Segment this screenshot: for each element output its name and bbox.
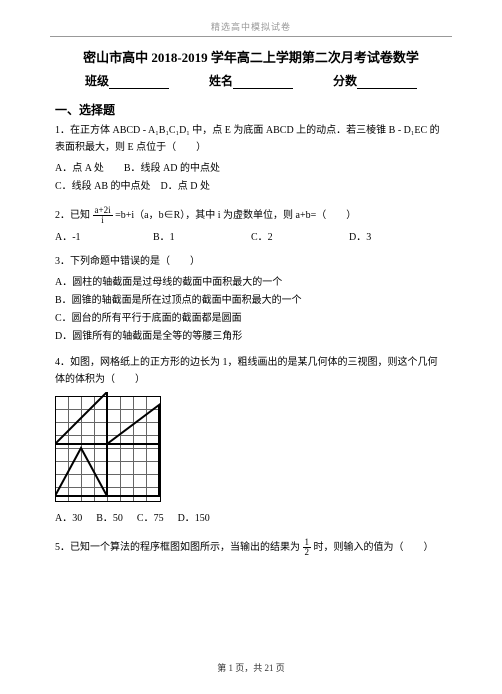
name-blank — [233, 77, 293, 89]
class-blank — [109, 77, 169, 89]
q4-opt-b: B．50 — [96, 510, 123, 528]
q2-opt-b: B．1 — [153, 229, 251, 247]
header-divider — [50, 36, 452, 37]
q2-opt-a: A．-1 — [55, 229, 153, 247]
q3-opt-d: D．圆锥所有的轴截面是全等的等腰三角形 — [55, 328, 447, 346]
page-footer: 第 1 页，共 21 页 — [0, 661, 502, 674]
q1-options: A．点 A 处 B．线段 AD 的中点处 C．线段 AB 的中点处 D．点 D … — [55, 160, 447, 196]
q3-opt-c: C．圆台的所有平行于底面的截面都是圆面 — [55, 310, 447, 328]
q4-opt-d: D．150 — [178, 510, 210, 528]
exam-title: 密山市高中 2018-2019 学年高二上学期第二次月考试卷数学 — [55, 47, 447, 66]
q2-fraction: a+2i i — [93, 206, 113, 225]
q1-opt-cd: C．线段 AB 的中点处 D．点 D 处 — [55, 178, 447, 196]
score-label: 分数 — [333, 72, 417, 89]
score-blank — [357, 77, 417, 89]
watermark: 精选高中模拟试卷 — [0, 0, 502, 33]
q1-opt-ab: A．点 A 处 B．线段 AD 的中点处 — [55, 160, 447, 178]
q4-options: A．30 B．50 C．75 D．150 — [55, 510, 447, 528]
q2-opt-d: D．3 — [349, 229, 447, 247]
q3-opt-b: B．圆锥的轴截面是所在过顶点的截面中面积最大的一个 — [55, 292, 447, 310]
q5-fraction: 1 2 — [303, 538, 312, 557]
grid — [55, 396, 161, 502]
q2-opt-c: C．2 — [251, 229, 349, 247]
q4-figure — [55, 392, 447, 506]
question-5: 5．已知一个算法的程序框图如图所示，当输出的结果为 1 2 时，则输入的值为（ … — [55, 538, 447, 557]
q3-options: A．圆柱的轴截面是过母线的截面中面积最大的一个 B．圆锥的轴截面是所在过顶点的截… — [55, 274, 447, 346]
q2-options: A．-1 B．1 C．2 D．3 — [55, 229, 447, 247]
name-label: 姓名 — [209, 72, 293, 89]
question-2: 2．已知 a+2i i =b+i（a，b∈R），其中 i 为虚数单位，则 a+b… — [55, 206, 447, 225]
question-3: 3．下列命题中错误的是（ ） — [55, 253, 447, 270]
section-heading: 一、选择题 — [55, 101, 447, 118]
q4-opt-a: A．30 — [55, 510, 82, 528]
subheader: 班级 姓名 分数 — [55, 72, 447, 89]
question-1: 1．在正方体 ABCD - A₁B₁C₁D₁ 中，点 E 为底面 ABCD 上的… — [55, 122, 447, 156]
question-4: 4．如图，网格纸上的正方形的边长为 1，粗线画出的是某几何体的三视图，则这个几何… — [55, 354, 447, 388]
class-label: 班级 — [85, 72, 169, 89]
q3-opt-a: A．圆柱的轴截面是过母线的截面中面积最大的一个 — [55, 274, 447, 292]
q4-opt-c: C．75 — [137, 510, 164, 528]
content: 密山市高中 2018-2019 学年高二上学期第二次月考试卷数学 班级 姓名 分… — [0, 47, 502, 557]
